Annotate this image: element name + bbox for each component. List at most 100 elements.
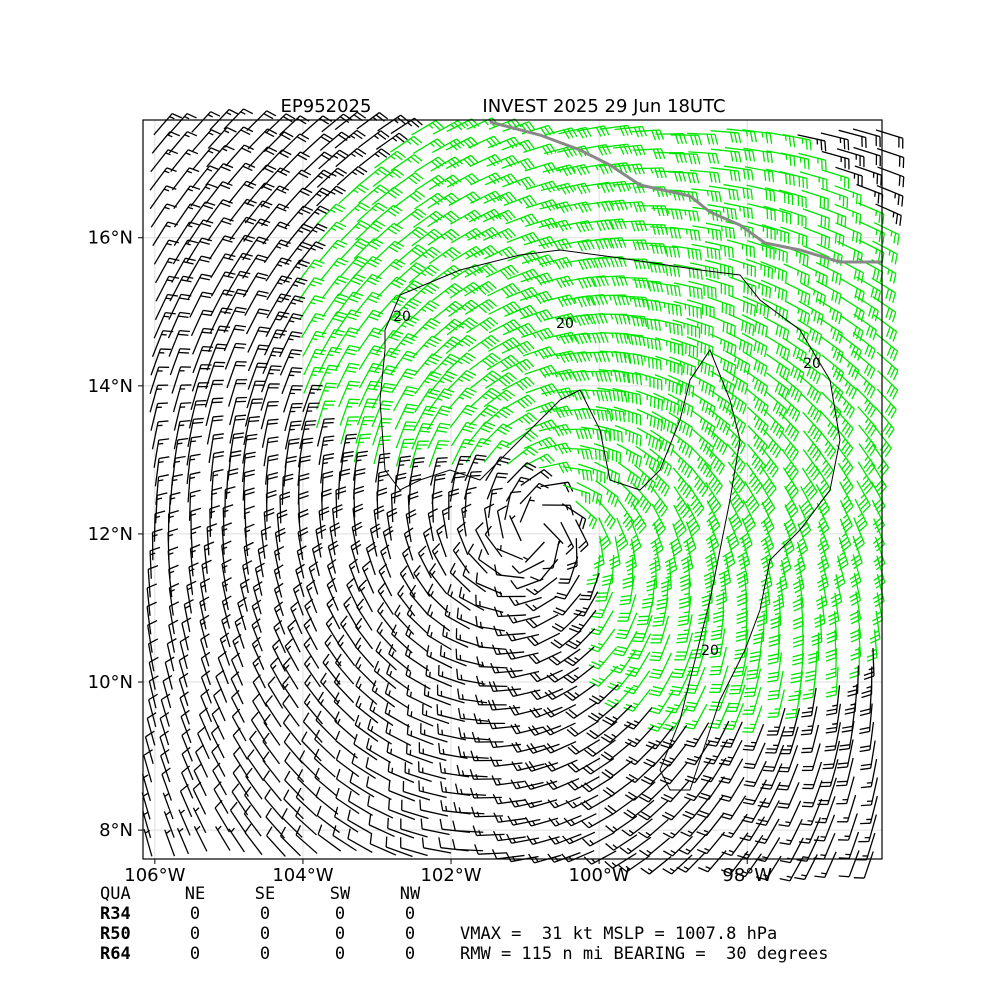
barb-half [731,414,733,419]
barb-half [164,171,169,173]
barb-half [483,378,487,381]
wind-barb [487,473,508,499]
barb-flag [647,319,649,329]
barb-flag [737,359,739,369]
barb-flag [626,562,635,567]
barb-half [179,425,184,426]
barb-shaft [261,204,279,226]
barb-half [593,391,594,396]
barb-flag [701,289,702,299]
barb-flag [649,561,658,566]
barb-flag [275,528,284,532]
barb-shaft [190,292,202,317]
barb-flag [720,230,721,240]
barb-flag [583,470,584,480]
barb-flag [245,452,255,454]
barb-half [865,400,868,405]
barb-flag [333,505,343,509]
barb-flag [212,402,222,403]
wind-barb [820,207,846,227]
barb-shaft [209,236,224,259]
barb-flag [808,275,809,285]
wind-barb [803,412,822,442]
barb-flag [403,376,413,379]
barb-flag [683,564,692,569]
barb-flag [765,170,766,180]
wind-barb [340,399,360,425]
barb-flag [476,455,486,456]
barb-flag [715,192,717,202]
barb-flag [181,280,191,282]
barb-flag [579,334,583,343]
barb-half [224,131,229,133]
barb-shaft [706,279,733,287]
barb-flag [715,135,718,145]
barb-flag [664,464,668,474]
barb-flag [428,392,438,395]
barb-flag [661,484,666,493]
barb-shaft [707,501,719,526]
barb-half [184,117,189,119]
barb-flag [625,392,627,402]
barb-half [589,514,591,519]
barb-flag [663,168,666,178]
barb-flag [739,152,741,162]
barb-flag [163,331,173,332]
barb-half [718,396,720,401]
wind-barb [207,524,217,556]
barb-flag [390,265,399,270]
barb-flag [789,136,790,146]
barb-half [593,575,598,576]
barb-flag [700,440,704,450]
wind-barb [839,130,866,148]
barb-shaft [706,223,733,228]
barb-flag [485,422,495,426]
barb-flag [815,333,818,343]
barb-half [334,264,339,266]
barb-flag [757,362,760,372]
barb-flag [730,364,732,374]
barb-flag [725,246,726,256]
barb-flag [664,487,669,496]
barb-shaft [151,204,167,227]
barb-shaft [820,207,846,217]
barb-flag [893,332,897,342]
barb-flag [170,132,180,136]
barb-shaft [709,316,735,326]
barb-flag [381,391,391,393]
barb-flag [185,258,195,260]
barb-flag [646,259,649,269]
barb-flag [623,585,633,588]
wind-barb [673,320,700,338]
wind-barb [859,222,884,244]
barb-flag [301,456,311,458]
wind-barb [674,283,702,299]
barb-flag [705,364,706,374]
barb-flag [391,491,401,494]
barb-flag [723,360,725,370]
barb-flag [599,295,603,305]
barb-flag [682,443,686,453]
barb-half [312,321,317,322]
barb-shaft [156,276,169,301]
barb-flag [780,366,783,376]
barb-flag [566,370,571,379]
barb-shaft [748,222,775,230]
barb-shaft [853,351,874,369]
barb-flag [349,381,359,382]
barb-flag [620,353,622,363]
barb-flag [685,384,686,394]
barb-flag [886,289,889,299]
barb-flag [853,231,854,241]
barb-flag [268,473,278,476]
wind-barb [510,515,522,541]
barb-half [466,493,471,494]
barb-flag [407,387,417,389]
wind-barb [484,192,516,203]
barb-flag [183,262,193,264]
barb-half [291,303,296,304]
barb-flag [578,298,583,307]
barb-half [699,437,701,442]
barb-half [440,381,445,383]
barb-flag [729,189,731,199]
